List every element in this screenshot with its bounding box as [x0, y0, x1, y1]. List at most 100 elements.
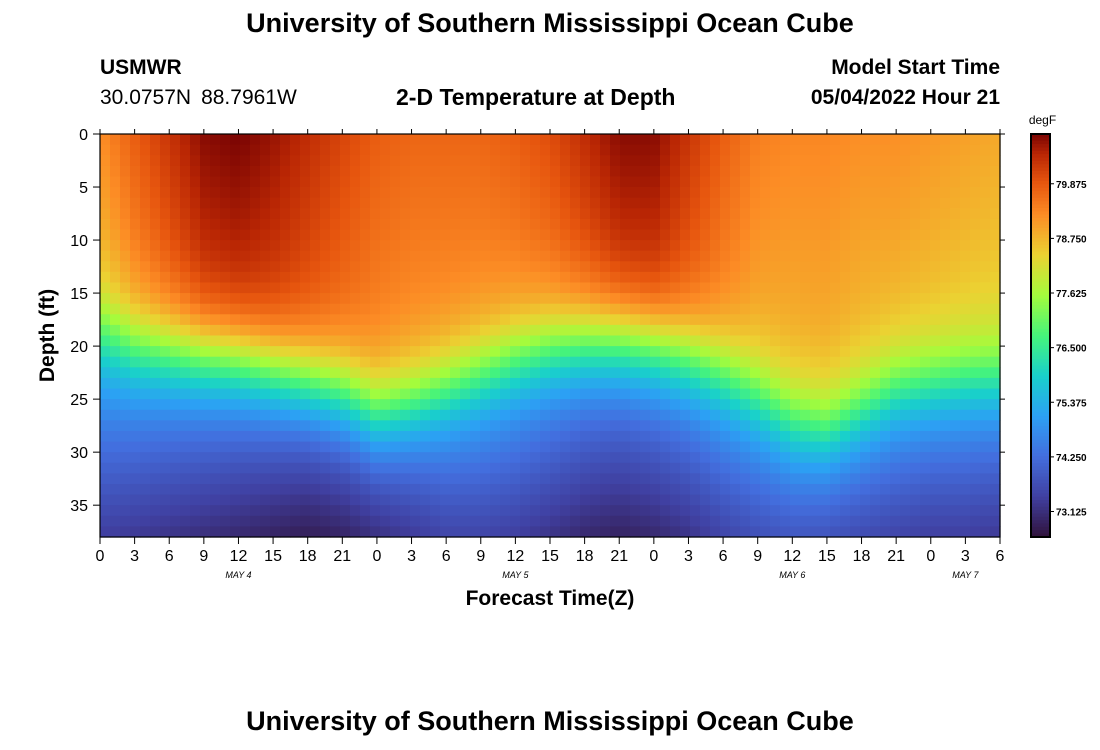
heatmap-cell — [610, 324, 621, 337]
heatmap-cell — [460, 261, 471, 273]
heatmap-cell — [770, 250, 781, 262]
heatmap-cell — [480, 515, 491, 527]
heatmap-cell — [690, 134, 701, 146]
heatmap-cell — [880, 388, 891, 400]
heatmap-cell — [160, 505, 171, 517]
heatmap-cell — [680, 144, 691, 156]
heatmap-cell — [540, 346, 551, 358]
heatmap-cell — [580, 409, 591, 421]
heatmap-cell — [830, 293, 841, 305]
heatmap-cell — [460, 144, 471, 156]
heatmap-cell — [680, 367, 691, 379]
heatmap-cell — [990, 388, 1001, 400]
heatmap-cell — [480, 335, 491, 347]
heatmap-cell — [800, 303, 811, 315]
heatmap-cell — [210, 430, 221, 443]
heatmap-cell — [690, 187, 701, 199]
heatmap-cell — [870, 420, 881, 432]
heatmap-cell — [260, 240, 271, 252]
heatmap-cell — [400, 229, 411, 241]
heatmap-cell — [790, 494, 801, 506]
heatmap-cell — [530, 324, 541, 337]
heatmap-cell — [960, 293, 971, 305]
heatmap-cell — [600, 271, 611, 284]
heatmap-cell — [440, 282, 451, 294]
heatmap-cell — [670, 197, 681, 209]
heatmap-cell — [910, 377, 921, 390]
heatmap-cell — [350, 218, 361, 231]
heatmap-cell — [220, 399, 231, 411]
heatmap-cell — [550, 483, 561, 496]
heatmap-cell — [610, 293, 621, 305]
heatmap-cell — [600, 377, 611, 390]
heatmap-cell — [470, 388, 481, 400]
heatmap-cell — [510, 303, 521, 315]
heatmap-cell — [570, 229, 581, 241]
heatmap-cell — [260, 452, 271, 464]
heatmap-cell — [260, 165, 271, 178]
heatmap-cell — [890, 473, 901, 485]
heatmap-cell — [900, 240, 911, 252]
colorbar-segment — [1031, 264, 1050, 269]
heatmap-cell — [610, 165, 621, 178]
heatmap-cell — [740, 409, 751, 421]
heatmap-cell — [480, 240, 491, 252]
heatmap-cell — [540, 187, 551, 199]
heatmap-cell — [750, 303, 761, 315]
heatmap-cell — [870, 293, 881, 305]
heatmap-cell — [930, 155, 941, 167]
heatmap-cell — [140, 505, 151, 517]
heatmap-cell — [240, 505, 251, 517]
heatmap-cell — [810, 377, 821, 390]
heatmap-cell — [790, 240, 801, 252]
model-start-label: Model Start Time — [831, 56, 1000, 79]
heatmap-cell — [280, 515, 291, 527]
heatmap-cell — [190, 303, 201, 315]
heatmap-cell — [850, 409, 861, 421]
heatmap-cell — [470, 271, 481, 284]
heatmap-cell — [320, 229, 331, 241]
heatmap-cell — [150, 441, 161, 453]
heatmap-cell — [340, 197, 351, 209]
heatmap-cell — [410, 452, 421, 464]
heatmap-cell — [730, 261, 741, 273]
heatmap-cell — [170, 399, 181, 411]
heatmap-cell — [340, 367, 351, 379]
heatmap-cell — [490, 346, 501, 358]
heatmap-cell — [840, 176, 851, 188]
heatmap-cell — [630, 346, 641, 358]
heatmap-cell — [930, 399, 941, 411]
heatmap-cell — [690, 462, 701, 474]
heatmap-cell — [670, 240, 681, 252]
heatmap-cell — [470, 399, 481, 411]
heatmap-cell — [620, 165, 631, 178]
heatmap-cell — [900, 314, 911, 326]
heatmap-cell — [600, 176, 611, 188]
heatmap-cell — [940, 409, 951, 421]
heatmap-cell — [680, 240, 691, 252]
heatmap-cell — [900, 229, 911, 241]
heatmap-cell — [270, 187, 281, 199]
heatmap-cell — [330, 441, 341, 453]
heatmap-cell — [340, 483, 351, 496]
heatmap-cell — [950, 515, 961, 527]
heatmap-cell — [370, 250, 381, 262]
heatmap-cell — [560, 356, 571, 368]
heatmap-cell — [900, 134, 911, 146]
heatmap-cell — [920, 526, 931, 538]
heatmap-cell — [580, 303, 591, 315]
heatmap-cell — [860, 282, 871, 294]
heatmap-cell — [800, 346, 811, 358]
heatmap-cell — [680, 197, 691, 209]
heatmap-cell — [190, 430, 201, 443]
heatmap-cell — [840, 462, 851, 474]
heatmap-cell — [860, 377, 871, 390]
heatmap-cell — [580, 483, 591, 496]
heatmap-cell — [700, 441, 711, 453]
heatmap-cell — [690, 430, 701, 443]
heatmap-cell — [450, 176, 461, 188]
heatmap-cell — [970, 409, 981, 421]
heatmap-cell — [840, 240, 851, 252]
heatmap-cell — [810, 356, 821, 368]
heatmap-cell — [390, 271, 401, 284]
